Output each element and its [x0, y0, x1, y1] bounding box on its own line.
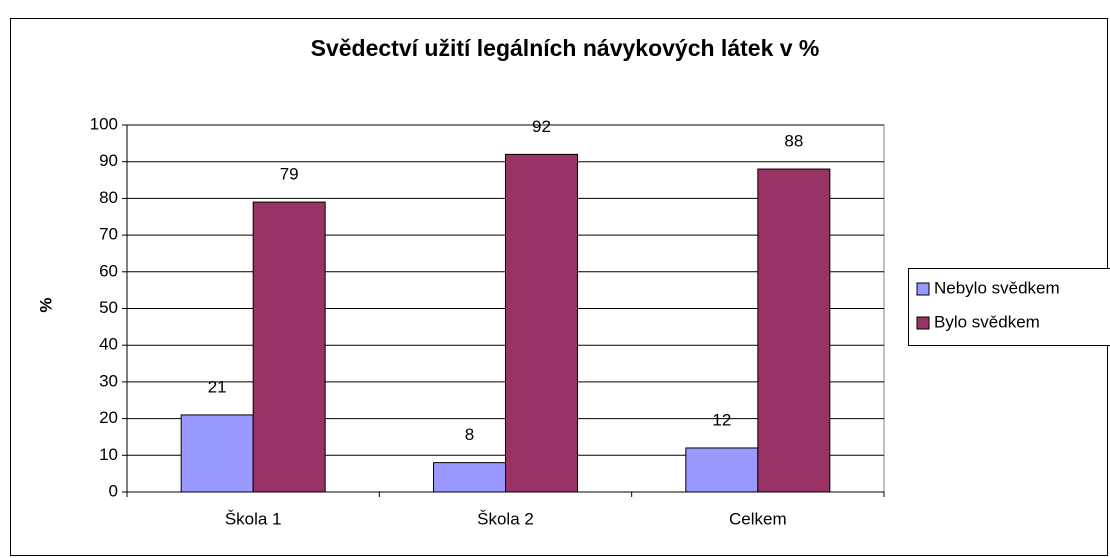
bar — [757, 168, 831, 493]
data-label: 79 — [280, 165, 299, 184]
data-label: 92 — [532, 117, 551, 136]
y-tick-label: 40 — [99, 335, 118, 354]
x-tick-label: Celkem — [729, 509, 787, 528]
y-tick-label: 80 — [99, 188, 118, 207]
y-tick-label: 50 — [99, 298, 118, 317]
y-tick-label: 20 — [99, 408, 118, 427]
x-tick-label: Škola 1 — [225, 509, 282, 528]
data-label: 88 — [784, 132, 803, 151]
y-tick-label: 10 — [99, 445, 118, 464]
data-label: 12 — [712, 410, 731, 429]
bar — [685, 447, 759, 493]
bar — [180, 414, 254, 493]
y-tick-label: 60 — [99, 261, 118, 280]
y-tick-label: 70 — [99, 225, 118, 244]
legend — [908, 268, 1110, 346]
y-tick-label: 30 — [99, 371, 118, 390]
y-tick-label: 100 — [90, 114, 118, 133]
bar — [252, 201, 326, 493]
y-tick-label: 90 — [99, 151, 118, 170]
legend-label: Bylo svědkem — [934, 312, 1040, 331]
y-tick-label: 0 — [109, 481, 118, 500]
legend-swatch — [916, 282, 930, 296]
bar — [433, 462, 506, 493]
y-axis-label: % — [36, 297, 55, 312]
bar — [505, 153, 578, 493]
data-label: 8 — [465, 425, 474, 444]
legend-label: Nebylo svědkem — [934, 278, 1060, 297]
chart-title: Svědectví užití legálních návykových lát… — [311, 35, 820, 61]
x-tick-label: Škola 2 — [477, 509, 534, 528]
data-label: 21 — [208, 377, 227, 396]
legend-swatch — [916, 316, 930, 330]
